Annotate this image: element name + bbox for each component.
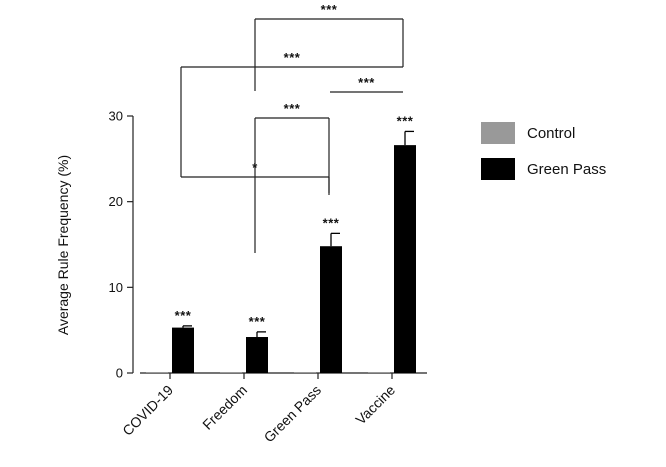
legend-label: Green Pass — [527, 161, 606, 178]
x-tick-label: COVID-19 — [119, 382, 176, 439]
bracket-significance-label: *** — [321, 2, 338, 17]
legend-swatch — [481, 122, 515, 144]
bar-control — [146, 372, 168, 373]
x-tick-label: Vaccine — [352, 382, 398, 428]
legend-label: Control — [527, 125, 575, 142]
bar-control — [294, 372, 316, 373]
bar-significance-label: *** — [323, 215, 340, 230]
y-tick-label: 30 — [109, 109, 123, 124]
legend: Control Green Pass — [481, 122, 606, 180]
bar-significance-label: *** — [249, 314, 266, 329]
bars: *** *** *** *** — [146, 113, 416, 373]
x-tick-label: Freedom — [199, 382, 250, 433]
bar-green-pass — [394, 145, 416, 373]
bar-green-pass — [320, 246, 342, 373]
bar-significance-label: *** — [397, 113, 414, 128]
y-tick-label: 10 — [109, 280, 123, 295]
significance-brackets: ************* — [180, 2, 404, 253]
y-axis-title: Average Rule Frequency (%) — [55, 155, 71, 335]
axes: 0 10 20 30 COVID-19 Freedom Green Pass Vaccine — [109, 109, 427, 446]
bar-significance-label: *** — [175, 308, 192, 323]
bracket-significance-label: *** — [284, 101, 301, 116]
bracket-significance-label: *** — [284, 50, 301, 65]
bar-control — [220, 372, 242, 373]
x-tick-label: Green Pass — [261, 382, 325, 446]
legend-swatch — [481, 158, 515, 180]
bracket-significance-label: *** — [358, 75, 375, 90]
bar-green-pass — [246, 337, 268, 373]
y-tick-label: 20 — [109, 194, 123, 209]
y-tick-label: 0 — [116, 366, 123, 381]
bar-control — [368, 372, 390, 373]
bar-green-pass — [172, 327, 194, 373]
